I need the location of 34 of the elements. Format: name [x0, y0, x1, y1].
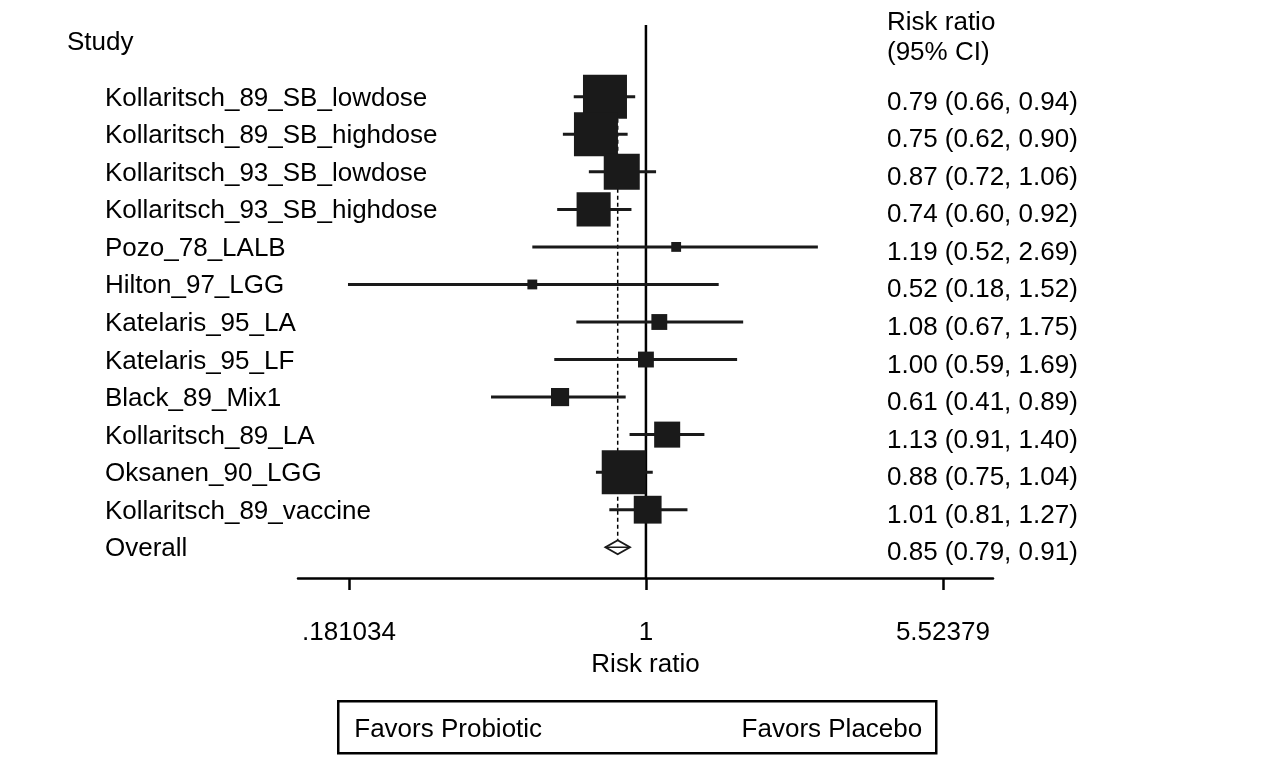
text: Favors Probiotic	[354, 713, 543, 744]
y-tick-label: Overall	[105, 532, 188, 563]
annotation: 0.61 (0.41, 0.89)	[887, 386, 1078, 417]
annotation: 0.87 (0.72, 1.06)	[887, 160, 1078, 191]
annotation: 0.85 (0.79, 0.91)	[887, 536, 1078, 567]
y-tick-label: Kollaritsch_89_LA	[105, 419, 316, 450]
x-tick-label: 1	[638, 616, 654, 646]
y-tick-label: Oksanen_90_LGG	[105, 457, 322, 488]
y-tick-label: Kollaritsch_93_SB_highdose	[105, 194, 438, 225]
y-tick-label: Kollaritsch_93_SB_lowdose	[105, 156, 428, 187]
y-tick-label: Katelaris_95_LA	[105, 307, 297, 337]
annotation: 0.52 (0.18, 1.52)	[887, 273, 1078, 304]
text: Risk ratio (95% CI)	[887, 6, 996, 66]
text: Favors Placebo	[741, 713, 923, 744]
y-tick-label: Kollaritsch_89_SB_lowdose	[105, 81, 428, 112]
x-axis-title: Risk ratio	[591, 648, 700, 678]
y-tick-label: Black_89_Mix1	[105, 382, 282, 413]
annotation: 1.00 (0.59, 1.69)	[887, 348, 1078, 379]
annotation: 1.13 (0.91, 1.40)	[887, 423, 1078, 454]
y-tick-label: Kollaritsch_89_SB_highdose	[105, 119, 438, 150]
y-tick-label: Pozo_78_LALB	[105, 231, 286, 262]
y-tick-label: Kollaritsch_89_vaccine	[105, 494, 371, 525]
y-tick-label: Hilton_97_LGG	[105, 269, 285, 300]
annotation: 0.74 (0.60, 0.92)	[887, 198, 1078, 229]
y-tick-label: Katelaris_95_LF	[105, 344, 295, 375]
annotation: 0.75 (0.62, 0.90)	[887, 123, 1078, 154]
x-tick-label: .181034	[301, 616, 396, 646]
annotation: 0.88 (0.75, 1.04)	[887, 461, 1078, 492]
annotation: 1.01 (0.81, 1.27)	[887, 498, 1078, 529]
annotation: 1.19 (0.52, 2.69)	[887, 235, 1078, 266]
y-axis-title: Study	[67, 26, 134, 56]
annotation: 1.08 (0.67, 1.75)	[887, 311, 1078, 341]
annotation: 0.79 (0.66, 0.94)	[887, 85, 1078, 116]
x-tick-label: 5.52379	[895, 616, 990, 646]
